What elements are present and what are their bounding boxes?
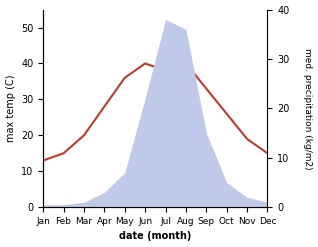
Y-axis label: max temp (C): max temp (C) [5,75,16,142]
Y-axis label: med. precipitation (kg/m2): med. precipitation (kg/m2) [303,48,313,169]
X-axis label: date (month): date (month) [119,231,191,242]
